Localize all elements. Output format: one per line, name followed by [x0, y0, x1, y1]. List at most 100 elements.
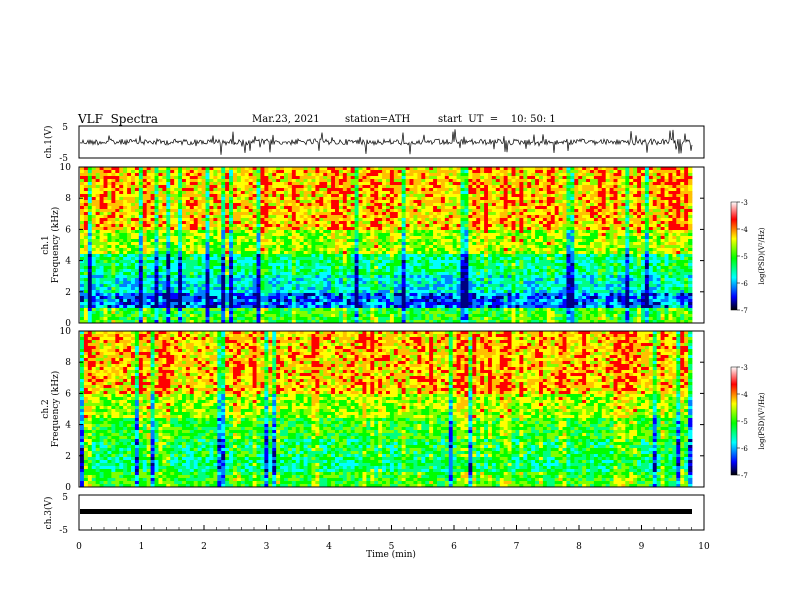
spectrogram-cell: [280, 254, 285, 258]
spectrogram-cell: [601, 242, 607, 246]
spectrogram-cell: [327, 188, 332, 192]
spectrogram-cell: [613, 242, 618, 246]
spectrogram-cell: [660, 170, 665, 174]
spectrogram-cell: [264, 197, 269, 201]
spectrogram-cell: [150, 236, 155, 240]
spectrogram-cell: [637, 206, 642, 210]
spectrogram-cell: [299, 260, 305, 264]
spectrogram-cell: [115, 203, 120, 207]
spectrogram-cell: [448, 230, 454, 234]
spectrogram-cell: [629, 203, 634, 207]
spectrogram-cell: [535, 221, 540, 225]
spectrogram-cell: [331, 179, 336, 183]
spectrogram-cell: [629, 245, 634, 249]
spectrogram-cell: [311, 206, 316, 210]
spectrogram-cell: [633, 260, 638, 264]
spectrogram-cell: [252, 194, 257, 198]
spectrogram-cell: [452, 227, 458, 231]
spectrogram-cell: [174, 176, 179, 180]
spectrogram-cell: [389, 215, 395, 219]
spectrogram-cell: [166, 260, 171, 264]
spectrogram-cell: [586, 191, 591, 195]
spectrogram-cell: [542, 200, 548, 204]
spectrogram-cell: [299, 215, 305, 219]
spectrogram-cell: [374, 167, 379, 171]
spectrogram-cell: [578, 236, 583, 240]
spectrogram-cell: [452, 236, 458, 240]
spectrogram-cell: [672, 200, 677, 204]
spectrogram-cell: [637, 260, 642, 264]
spectrogram-cell: [413, 257, 418, 261]
spectrogram-cell: [625, 200, 630, 204]
spectrogram-cell: [382, 200, 387, 204]
spectrogram-cell: [331, 227, 336, 231]
spectrogram-cell: [452, 218, 458, 222]
spectrogram-cell: [197, 176, 203, 180]
spectrogram-cell: [519, 212, 524, 216]
spectrogram-cell: [311, 209, 316, 213]
spectrogram-cell: [609, 209, 614, 213]
spectrogram-cell: [421, 197, 426, 201]
spectrogram-cell: [633, 191, 638, 195]
spectrogram-cell: [503, 227, 509, 231]
spectrogram-cell: [601, 239, 607, 243]
spectrogram-cell: [303, 176, 308, 180]
spectrogram-cell: [311, 185, 316, 189]
spectrogram-cell: [562, 203, 567, 207]
spectrogram-cell: [476, 224, 481, 228]
spectrogram-cell: [499, 203, 505, 207]
spectrogram-cell: [346, 191, 352, 195]
spectrogram-cell: [142, 182, 148, 186]
spectrogram-cell: [488, 242, 493, 246]
spectrogram-cell: [83, 230, 89, 234]
spectrogram-cell: [542, 248, 548, 252]
spectrogram-cell: [91, 245, 97, 249]
spectrogram-cell: [578, 239, 583, 243]
spectrogram-cell: [421, 182, 426, 186]
spectrogram-cell: [688, 179, 693, 183]
spectrogram-cell: [401, 185, 407, 189]
spectrogram-cell: [178, 206, 183, 210]
spectrogram-cell: [189, 254, 195, 258]
spectrogram-cell: [346, 209, 352, 213]
spectrogram-cell: [95, 224, 101, 228]
spectrogram-cell: [542, 203, 548, 207]
spectrogram-cell: [652, 191, 658, 195]
spectrogram-cell: [291, 206, 297, 210]
spectrogram-cell: [566, 236, 571, 240]
spectrogram-cell: [480, 182, 485, 186]
spectrogram-cell: [613, 203, 618, 207]
spectrogram-cell: [338, 236, 344, 240]
spectrogram-cell: [652, 170, 658, 174]
spectrogram-cell: [99, 260, 104, 264]
spectrogram-cell: [378, 245, 383, 249]
spectrogram-cell: [472, 257, 477, 261]
spectrogram-cell: [260, 200, 265, 204]
spectrogram-cell: [299, 185, 305, 189]
spectrogram-cell: [648, 215, 654, 219]
spectrogram-cell: [531, 212, 536, 216]
spectrogram-cell: [217, 167, 222, 171]
spectrogram-cell: [688, 230, 693, 234]
spectrogram-cell: [134, 209, 140, 213]
spectrogram-cell: [272, 194, 277, 198]
spectrogram-cell: [637, 173, 642, 177]
spectrogram-cell: [201, 233, 206, 237]
spectrogram-cell: [327, 206, 332, 210]
spectrogram-cell: [205, 248, 210, 252]
spectrogram-cell: [656, 206, 662, 210]
spectrogram-cell: [236, 209, 242, 213]
spectrogram-cell: [284, 260, 289, 264]
spectrogram-cell: [531, 254, 536, 258]
spectrogram-cell: [452, 200, 458, 204]
spectrogram-cell: [138, 245, 144, 249]
spectrogram-cell: [437, 224, 442, 228]
spectrogram-cell: [276, 224, 281, 228]
spectrogram-cell: [586, 221, 591, 225]
spectrogram-cell: [83, 173, 89, 177]
spectrogram-cell: [91, 227, 97, 231]
spectrogram-cell: [311, 182, 316, 186]
spectrogram-cell: [284, 227, 289, 231]
spectrogram-cell: [397, 224, 403, 228]
spectrogram-cell: [91, 170, 97, 174]
